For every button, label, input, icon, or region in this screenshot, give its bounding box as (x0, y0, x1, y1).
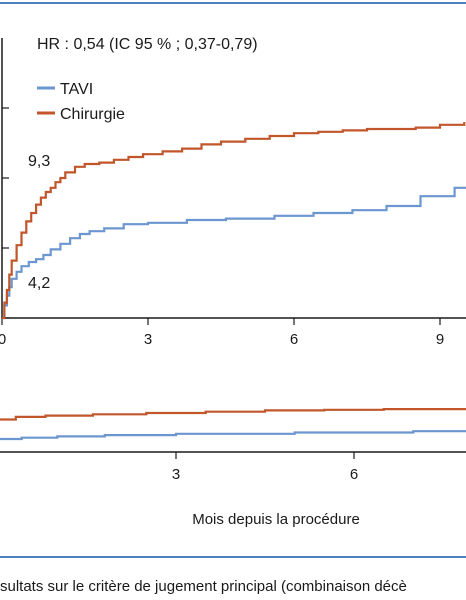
figure-caption: sultats sur le critère de jugement princ… (0, 578, 407, 595)
main-chart: HR : 0,54 (IC 95 % ; 0,37-0,79) TAVI Chi… (0, 36, 466, 348)
risk-series-line-tavi (0, 430, 466, 441)
legend-label-tavi: TAVI (60, 81, 93, 98)
risk-series-line-chirurgie (0, 408, 466, 421)
risk-x-tick-label: 3 (172, 466, 180, 483)
risk-chart: Mois depuis la procédure 369 (0, 408, 466, 528)
main-x-tick-label: 3 (144, 331, 152, 348)
series-line-tavi (2, 186, 466, 320)
hazard-ratio-annotation: HR : 0,54 (IC 95 % ; 0,37-0,79) (37, 36, 258, 53)
data-label-tavi: 4,2 (28, 275, 50, 292)
risk-x-tick-label: 6 (350, 466, 358, 483)
data-label-chirurgie: 9,3 (28, 153, 50, 170)
risk-x-axis-label: Mois depuis la procédure (192, 511, 360, 528)
main-x-tick-label: 9 (436, 331, 444, 348)
legend-label-chirurgie: Chirurgie (60, 106, 125, 123)
main-x-tick-label: 6 (290, 331, 298, 348)
series-line-chirurgie (2, 122, 466, 320)
main-x-tick-label: 0 (0, 331, 6, 348)
